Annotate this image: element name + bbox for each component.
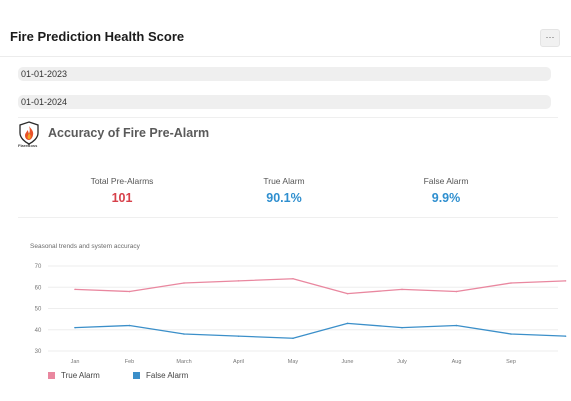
data-point	[183, 282, 185, 284]
data-point	[455, 324, 458, 327]
end-date-field[interactable]: 01-01-2024	[18, 95, 551, 109]
data-point	[346, 322, 349, 325]
logo-text: FlareBoss	[18, 143, 38, 148]
legend-label: False Alarm	[146, 371, 189, 380]
data-point	[74, 288, 76, 291]
x-tick-label: Sep	[506, 359, 516, 365]
x-tick-label: May	[288, 359, 299, 365]
card-title: Accuracy of Fire Pre-Alarm	[48, 126, 210, 140]
kpi-label: False Alarm	[423, 176, 469, 186]
y-tick-label: 50	[35, 307, 42, 313]
x-tick-label: July	[397, 359, 407, 365]
x-tick-label: March	[176, 359, 191, 365]
legend-false-alarm[interactable]: False Alarm	[133, 371, 188, 380]
data-point	[128, 290, 131, 293]
header-bar: Fire Prediction Health Score ···	[0, 0, 571, 57]
kpi-label: True Alarm	[263, 176, 305, 186]
chart-title: Seasonal trends and system accuracy	[30, 243, 140, 250]
legend-label: True Alarm	[61, 371, 100, 380]
data-point	[401, 288, 403, 291]
data-point	[564, 280, 567, 282]
start-date-field[interactable]: 01-01-2023	[18, 67, 551, 81]
card-divider	[18, 117, 558, 118]
data-point	[292, 277, 294, 280]
line-chart: 70 60 50 40 30 Jan Feb March April May June July Aug…	[35, 264, 567, 365]
kpi-value: 101	[111, 191, 133, 205]
y-tick-label: 60	[35, 285, 42, 291]
data-point	[401, 326, 403, 329]
x-tick-label: Feb	[125, 359, 134, 365]
kpi-true-alarm: True Alarm 90.1%	[214, 176, 354, 205]
x-tick-label: June	[342, 359, 354, 365]
kpi-false-alarm: False Alarm 9.9%	[376, 176, 516, 205]
data-point	[237, 280, 240, 282]
x-tick-label: Aug	[452, 359, 462, 365]
x-tick-label: Jan	[71, 359, 80, 365]
more-options-button[interactable]: ···	[540, 29, 560, 47]
series-line-true-alarm	[74, 278, 566, 295]
data-point	[346, 292, 349, 295]
x-tick-label: April	[233, 359, 244, 365]
data-point	[128, 324, 131, 327]
data-point	[183, 333, 185, 335]
legend-true-alarm[interactable]: True Alarm	[48, 371, 100, 380]
legend-swatch	[48, 372, 55, 379]
data-point	[564, 335, 567, 337]
flareboss-logo	[18, 121, 40, 149]
data-point	[510, 333, 512, 335]
y-tick-label: 30	[35, 349, 42, 355]
kpi-divider	[18, 217, 558, 218]
data-point	[510, 282, 512, 284]
y-tick-label: 70	[35, 264, 42, 270]
data-point	[455, 290, 458, 293]
kpi-value: 9.9%	[431, 191, 461, 205]
data-point	[74, 326, 76, 329]
data-point	[237, 335, 240, 337]
kpi-total-pre-alarms: Total Pre-Alarms 101	[52, 176, 192, 205]
legend-swatch	[133, 372, 140, 379]
kpi-label: Total Pre-Alarms	[90, 176, 154, 186]
y-tick-label: 40	[35, 328, 42, 334]
kpi-value: 90.1%	[266, 191, 302, 205]
data-point	[292, 337, 294, 340]
page-title: Fire Prediction Health Score	[10, 29, 185, 44]
series-line-false-alarm	[74, 322, 566, 339]
